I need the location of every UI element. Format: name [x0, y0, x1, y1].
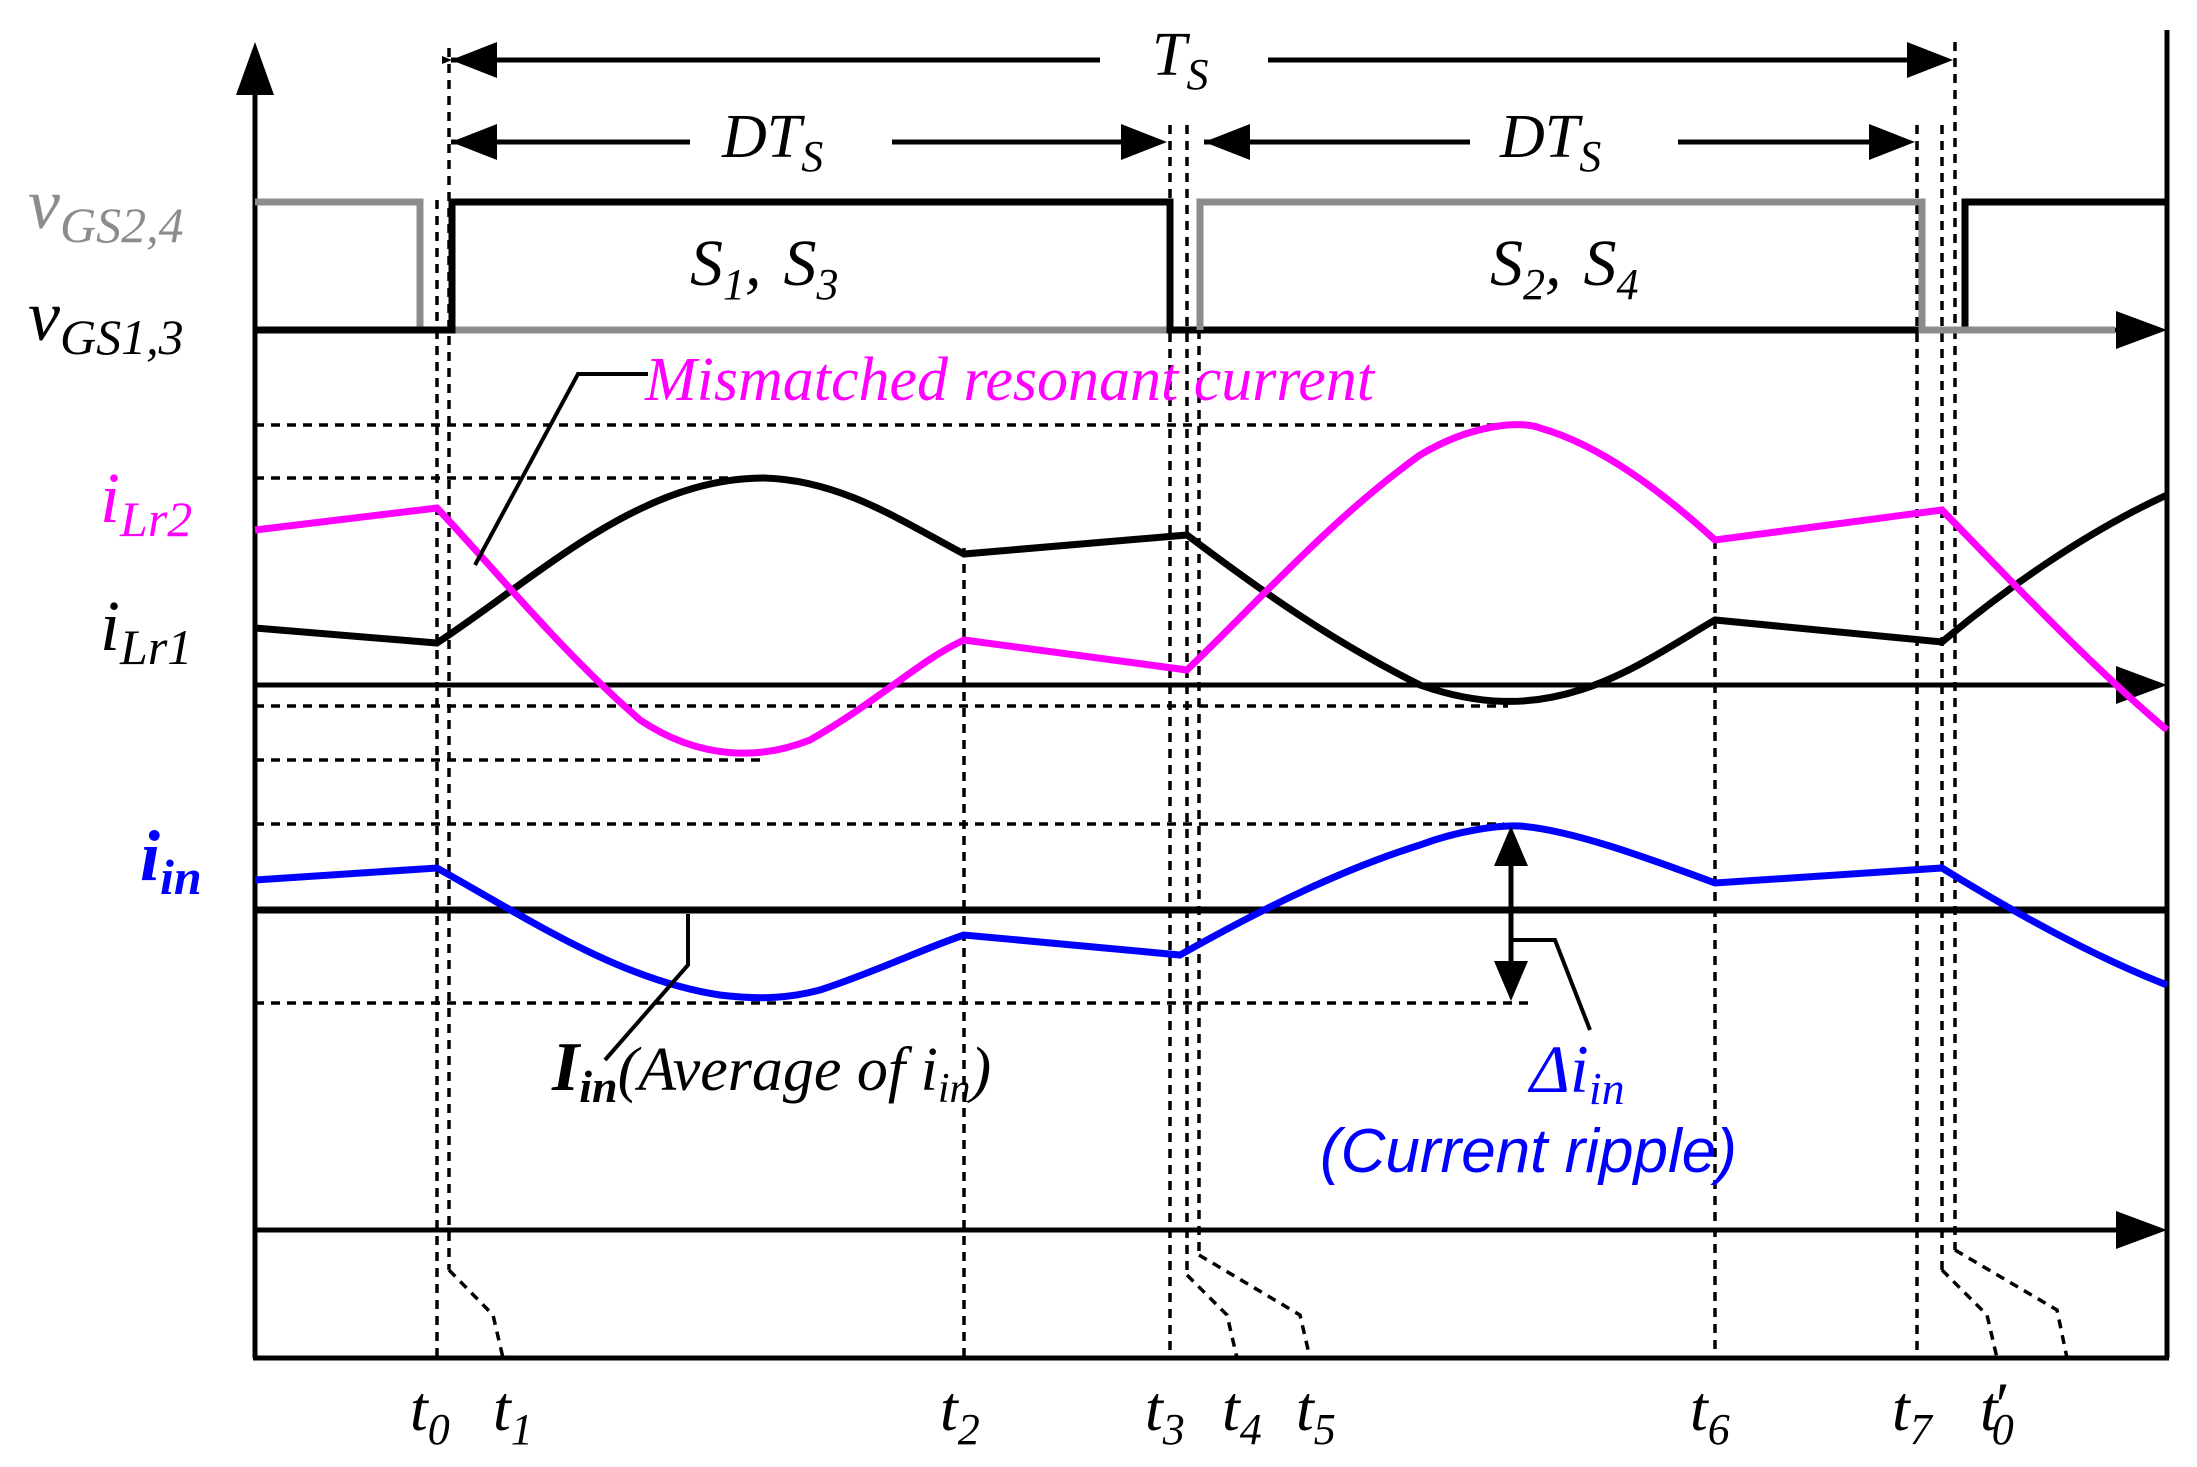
switch-pair-s2-s4: S2, S4 — [1490, 227, 1639, 309]
vgs13-waveform — [255, 198, 2167, 334]
duty1-label: DTS — [721, 103, 823, 181]
time-label-t3: t3 — [1145, 1373, 1185, 1454]
bottom-time-axis-arrowhead — [2116, 1211, 2167, 1249]
time-label-t0: t0 — [410, 1373, 450, 1454]
ripple-symbol: Δiin — [1527, 1031, 1625, 1114]
mismatch-label: Mismatched resonant current — [644, 346, 1376, 414]
period-dimension: TS DTS DTS — [442, 21, 1953, 181]
ripple-arrowhead-bottom — [1494, 961, 1528, 1001]
time-label-t0-prime: t′0 — [1980, 1369, 2014, 1454]
marker-line-t5-bend — [1198, 1253, 1312, 1359]
duty1-arrow-left-head — [451, 124, 497, 160]
reference-lines — [255, 423, 1532, 1005]
time-label-t1: t1 — [493, 1373, 533, 1454]
ilr1-waveform — [254, 474, 2169, 705]
duty2-label: DTS — [1499, 103, 1601, 181]
ilr2-waveform — [254, 421, 2170, 757]
time-labels: t0 t1 t2 t3 t4 t5 t6 t7 t′0 — [410, 1369, 2014, 1454]
duty1-arrow-right-head — [1121, 124, 1167, 160]
gate-signals: vGS2,4 vGS1,3 S1, S3 S2, S4 — [28, 164, 2167, 365]
period-arrow-left-head — [451, 42, 497, 78]
marker-line-t1-bend — [447, 1268, 505, 1359]
period-arrow-right-head — [1907, 42, 1953, 78]
duty2-arrow-right-head — [1869, 124, 1915, 160]
period-label: TS — [1152, 21, 1208, 99]
ripple-text: (Current ripple) — [1320, 1117, 1737, 1186]
ilr1-label: iLr1 — [100, 586, 192, 675]
time-label-t4: t4 — [1222, 1373, 1262, 1454]
time-marker-lines — [435, 42, 2069, 1359]
resonant-current-axis-arrowhead — [2116, 666, 2167, 704]
time-label-t5: t5 — [1296, 1373, 1336, 1454]
vgs24-overlay — [1196, 198, 2115, 334]
iin-label: iin — [140, 816, 202, 905]
resonant-currents: iLr2 iLr1 Mismatched resonant current — [100, 346, 2170, 757]
vgs13-label: vGS1,3 — [28, 276, 184, 365]
time-label-t6: t6 — [1690, 1373, 1730, 1454]
marker-line-t0prime-bend — [1940, 1268, 1999, 1359]
input-current: iin Iin(Average of iin) Δiin (Current ri… — [140, 816, 2169, 1186]
ilr2-label: iLr2 — [100, 458, 192, 547]
vgs24-waveform — [255, 198, 2115, 334]
time-label-t2: t2 — [940, 1373, 980, 1454]
mismatch-leader-line — [473, 372, 648, 566]
vertical-axis-arrowhead — [236, 42, 274, 95]
average-label: Iin(Average of iin) — [551, 1029, 991, 1112]
time-label-t7: t7 — [1892, 1373, 1934, 1454]
average-leader-line — [603, 914, 690, 1062]
vgs24-label: vGS2,4 — [28, 164, 184, 253]
marker-line-t7c-bend — [1954, 1248, 2069, 1359]
ripple-arrowhead-top — [1494, 826, 1528, 866]
switch-pair-s1-s3: S1, S3 — [690, 227, 839, 309]
iin-waveform — [254, 822, 2169, 1002]
gate-signal-axis-arrowhead — [2116, 311, 2167, 349]
duty2-arrow-left-head — [1204, 124, 1250, 160]
marker-line-t4-bend — [1185, 1273, 1239, 1359]
ripple-leader-line — [1511, 938, 1592, 1031]
